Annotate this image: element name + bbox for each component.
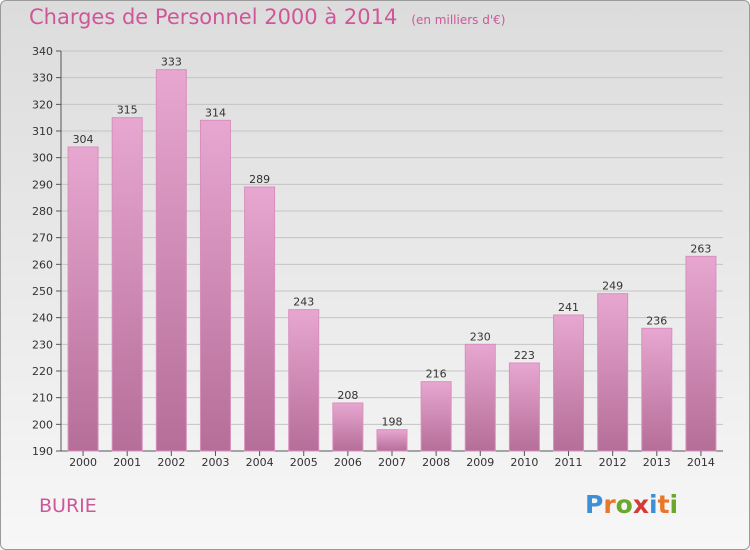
y-tick-label: 340 (32, 45, 53, 58)
bar-2012 (597, 293, 629, 452)
bar-2004 (244, 186, 276, 452)
data-label-2005: 243 (293, 296, 314, 309)
data-label-2012: 249 (602, 280, 623, 293)
x-tick-label-2006: 2006 (334, 456, 362, 469)
logo-letter: i (649, 490, 658, 519)
data-label-2002: 333 (161, 56, 182, 69)
bar-2006 (332, 402, 364, 452)
x-tick-label-2013: 2013 (643, 456, 671, 469)
x-tick-label-2005: 2005 (290, 456, 318, 469)
bar-2011 (553, 314, 585, 452)
bar-2002 (155, 69, 187, 452)
bar-2013 (641, 327, 673, 452)
x-tick-label-2012: 2012 (599, 456, 627, 469)
x-tick-label-2009: 2009 (466, 456, 494, 469)
y-tick-label: 230 (32, 338, 53, 351)
chart-subtitle: (en milliers d'€) (411, 13, 506, 27)
x-tick-label-2008: 2008 (422, 456, 450, 469)
bar-2014 (685, 255, 717, 452)
logo-letter: i (669, 490, 679, 519)
x-tick-label-2003: 2003 (201, 456, 229, 469)
proxiti-logo: Proxiti (585, 490, 678, 519)
data-label-2003: 314 (205, 106, 226, 119)
data-label-2013: 236 (646, 314, 667, 327)
logo-letter: o (615, 490, 633, 519)
place-name: BURIE (39, 495, 97, 517)
x-tick-label-2010: 2010 (510, 456, 538, 469)
y-tick-label: 320 (32, 98, 53, 111)
y-tick-label: 200 (32, 418, 53, 431)
bar-2007 (376, 429, 408, 452)
x-axis-ticks: 2000 2001 2002 2003 2004 2005 2006 2007 2008 2009… (69, 451, 715, 469)
y-tick-label: 190 (32, 445, 53, 458)
x-tick-label-2000: 2000 (69, 456, 97, 469)
chart-title: Charges de Personnel 2000 à 2014 (29, 5, 398, 29)
logo-letter: r (603, 490, 616, 519)
data-label-2000: 304 (73, 133, 94, 146)
x-tick-label-2011: 2011 (555, 456, 583, 469)
data-label-2007: 198 (382, 416, 403, 429)
y-tick-label: 270 (32, 232, 53, 245)
y-tick-label: 250 (32, 285, 53, 298)
bar-2008 (420, 381, 452, 452)
x-tick-label-2014: 2014 (687, 456, 715, 469)
bar-2003 (199, 119, 231, 452)
bar-2005 (288, 309, 320, 452)
data-label-2011: 241 (558, 301, 579, 314)
data-label-2001: 315 (117, 104, 138, 117)
bars: 304 315 333 314 289 243 208 198 216 230 223 241 249 2… (67, 56, 717, 452)
y-tick-label: 260 (32, 258, 53, 271)
bar-2000 (67, 146, 99, 452)
y-tick-label: 300 (32, 152, 53, 165)
y-axis-ticks: 190 200 210 220 230 240 250 260 270 280 290 300 310 3… (32, 45, 61, 458)
y-tick-label: 310 (32, 125, 53, 138)
x-tick-label-2007: 2007 (378, 456, 406, 469)
bar-2001 (111, 117, 143, 452)
logo-letter: t (657, 490, 670, 519)
y-tick-label: 220 (32, 365, 53, 378)
x-tick-label-2002: 2002 (157, 456, 185, 469)
x-tick-label-2001: 2001 (113, 456, 141, 469)
data-label-2010: 223 (514, 349, 535, 362)
logo-letter: P (585, 490, 604, 519)
x-tick-label-2004: 2004 (246, 456, 274, 469)
y-tick-label: 330 (32, 72, 53, 85)
logo-letter: x (632, 490, 649, 519)
data-label-2009: 230 (470, 330, 491, 343)
y-tick-label: 280 (32, 205, 53, 218)
data-label-2004: 289 (249, 173, 270, 186)
bar-2010 (508, 362, 540, 452)
data-label-2006: 208 (337, 389, 358, 402)
data-label-2014: 263 (690, 242, 711, 255)
data-label-2008: 216 (426, 368, 447, 381)
title-row: Charges de Personnel 2000 à 2014 (en mill… (29, 5, 505, 29)
y-tick-label: 240 (32, 312, 53, 325)
y-tick-label: 290 (32, 178, 53, 191)
bar-2009 (464, 343, 496, 452)
y-tick-label: 210 (32, 392, 53, 405)
